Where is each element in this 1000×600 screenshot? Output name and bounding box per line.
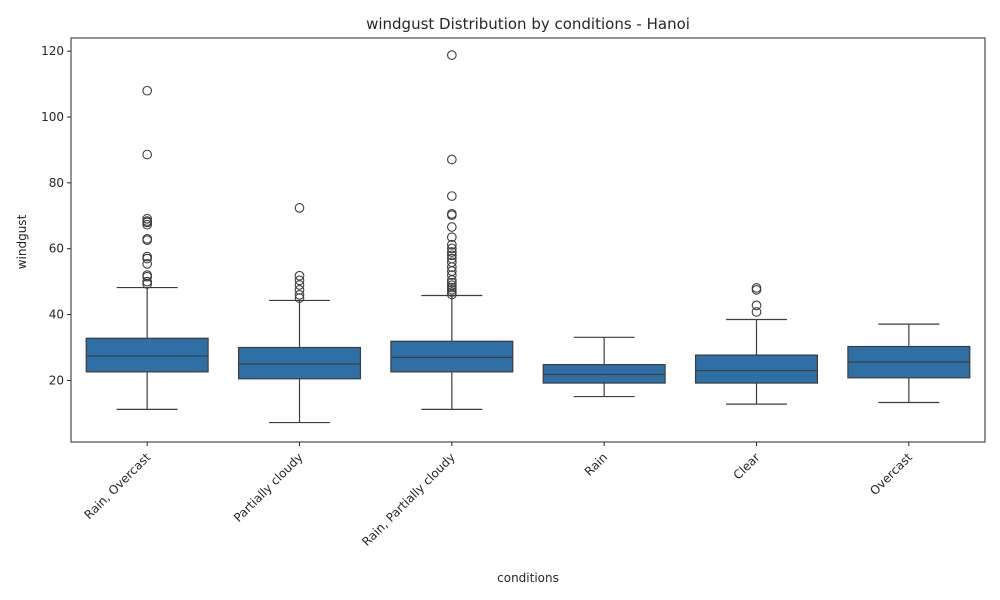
outlier-point xyxy=(142,233,153,244)
outlier-point xyxy=(751,283,762,293)
outlier-point xyxy=(751,300,762,311)
outlier-point xyxy=(446,222,457,232)
outlier-point xyxy=(294,280,305,290)
box-group xyxy=(390,50,514,411)
outlier-point xyxy=(142,251,153,262)
x-tick-label: Overcast xyxy=(867,450,915,498)
outlier-point xyxy=(446,154,457,165)
x-tick-label: Rain, Overcast xyxy=(82,450,154,522)
box-group xyxy=(847,323,971,404)
outlier-point xyxy=(446,250,457,261)
outlier-point xyxy=(294,285,305,295)
outlier-point xyxy=(294,275,305,286)
iqr-box xyxy=(237,346,362,380)
x-tick-label: Rain xyxy=(582,450,611,479)
outlier-point xyxy=(446,239,457,250)
plot-area xyxy=(85,50,971,424)
y-tick-label: 60 xyxy=(49,242,64,256)
outlier-point xyxy=(446,277,457,288)
outlier-point xyxy=(446,257,457,268)
box-group xyxy=(542,336,666,398)
outlier-point xyxy=(142,276,153,287)
outlier-point xyxy=(446,253,457,264)
y-tick-label: 100 xyxy=(41,110,64,124)
outlier-point xyxy=(142,213,153,224)
box-group xyxy=(85,85,209,411)
chart-title: windgust Distribution by conditions - Ha… xyxy=(366,15,690,33)
iqr-box xyxy=(542,364,666,384)
outlier-point xyxy=(142,259,153,269)
x-tick-label: Partially cloudy xyxy=(231,450,306,525)
y-axis-label: windgust xyxy=(15,214,29,269)
box-group xyxy=(694,283,819,405)
outlier-point xyxy=(446,282,457,293)
outlier-point xyxy=(142,85,153,96)
outlier-point xyxy=(142,219,153,230)
iqr-box xyxy=(694,354,819,384)
outlier-point xyxy=(446,208,457,219)
y-tick-label: 40 xyxy=(49,308,64,322)
plot-frame xyxy=(70,37,986,443)
outlier-point xyxy=(446,285,457,295)
outlier-point xyxy=(751,307,762,317)
outlier-point xyxy=(751,285,762,295)
outlier-point xyxy=(294,270,305,281)
outlier-point xyxy=(446,191,457,201)
outlier-point xyxy=(446,50,457,60)
iqr-box xyxy=(85,337,209,373)
outlier-point xyxy=(142,216,153,226)
outlier-point xyxy=(446,232,457,243)
outlier-point xyxy=(142,149,153,160)
box-group xyxy=(237,203,362,424)
outlier-point xyxy=(142,270,153,280)
outlier-point xyxy=(446,243,457,254)
outlier-point xyxy=(446,289,457,300)
x-axis-label: conditions xyxy=(497,571,559,585)
iqr-box xyxy=(390,340,514,373)
outlier-point xyxy=(294,203,305,213)
y-tick-label: 20 xyxy=(49,373,64,387)
x-tick-label: Clear xyxy=(731,450,763,482)
y-tick-label: 80 xyxy=(49,176,64,190)
outlier-point xyxy=(294,289,305,300)
outlier-point xyxy=(446,247,457,257)
outlier-point xyxy=(446,280,457,291)
outlier-point xyxy=(446,287,457,298)
outlier-point xyxy=(446,270,457,280)
y-tick-label: 120 xyxy=(41,44,64,58)
x-tick-label: Rain, Partially cloudy xyxy=(359,450,458,549)
outlier-point xyxy=(142,253,153,264)
